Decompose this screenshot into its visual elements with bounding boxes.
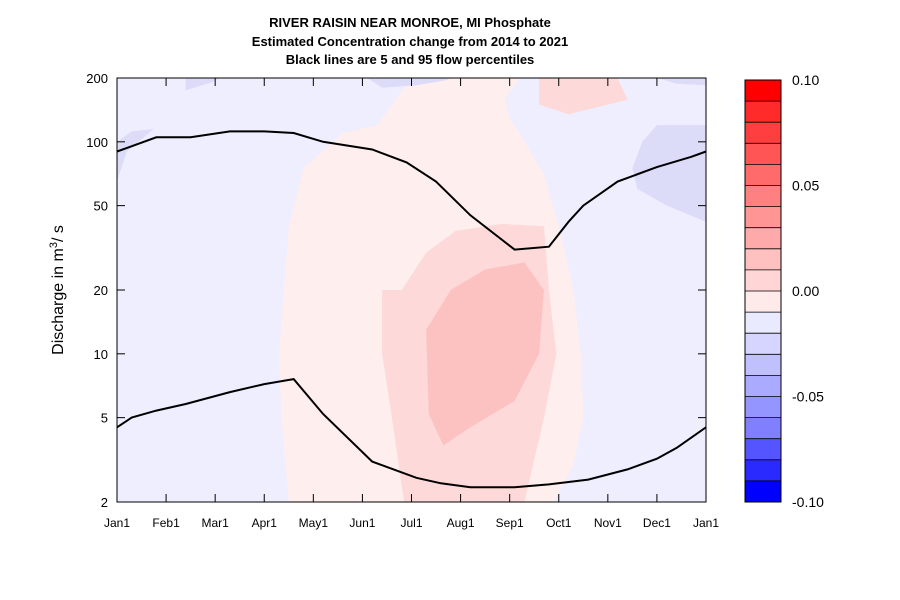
x-tick-label-10: Nov1 bbox=[594, 516, 622, 530]
colorbar-tick-label-2: 0.00 bbox=[792, 283, 819, 299]
x-tick-label-2: Mar1 bbox=[201, 516, 229, 530]
y-tick-label-10: 10 bbox=[94, 347, 108, 362]
contour-region-negative-right bbox=[632, 125, 706, 222]
colorbar-swatch-17 bbox=[745, 438, 781, 461]
contour-region-negative-left bbox=[117, 129, 154, 182]
colorbar-swatch-4 bbox=[745, 164, 781, 186]
colorbar-swatch-12 bbox=[745, 333, 781, 355]
colorbar: 0.10 0.05 0.00 -0.05 -0.10 bbox=[744, 72, 824, 510]
colorbar-swatch-11 bbox=[745, 312, 781, 334]
contour-fill-layer bbox=[117, 78, 706, 502]
colorbar-swatch-0 bbox=[745, 80, 781, 102]
colorbar-tick-label-4: -0.10 bbox=[792, 494, 824, 510]
colorbar-swatch-6 bbox=[745, 206, 781, 228]
x-tick-label-7: Aug1 bbox=[447, 516, 475, 530]
contour-region-negative-top-a bbox=[185, 78, 221, 91]
colorbar-swatch-3 bbox=[745, 143, 781, 165]
colorbar-swatch-5 bbox=[745, 185, 781, 207]
chart-title-line-1: RIVER RAISIN NEAR MONROE, MI Phosphate bbox=[269, 15, 551, 30]
colorbar-swatch-2 bbox=[745, 122, 781, 144]
chart-title-line-2: Estimated Concentration change from 2014… bbox=[252, 34, 568, 49]
x-tick-label-1: Feb1 bbox=[152, 516, 180, 530]
x-tick-label-6: Jul1 bbox=[400, 516, 422, 530]
y-tick-label-2: 2 bbox=[101, 495, 108, 510]
y-axis-title-superscript: 3 bbox=[48, 242, 60, 248]
contour-region-positive-top-0.01-0.02 bbox=[539, 78, 628, 115]
x-tick-label-5: Jun1 bbox=[349, 516, 375, 530]
colorbar-swatch-19 bbox=[745, 480, 781, 503]
y-axis-title-suffix: / s bbox=[50, 225, 67, 242]
colorbar-frame bbox=[744, 79, 782, 503]
x-tick-label-11: Dec1 bbox=[643, 516, 671, 530]
colorbar-swatch-16 bbox=[745, 417, 781, 439]
y-tick-label-20: 20 bbox=[94, 283, 108, 298]
y-axis-title-prefix: Discharge in m bbox=[50, 248, 67, 355]
colorbar-swatch-15 bbox=[745, 396, 781, 418]
colorbar-swatch-9 bbox=[745, 269, 781, 292]
colorbar-swatch-8 bbox=[745, 248, 781, 271]
x-axis: Jan1 Feb1 Mar1 Apr1 May1 Jun1 Jul1 Aug1 Sep1 Oct1… bbox=[104, 78, 719, 530]
y-axis: 2 5 10 20 50 100 200 bbox=[86, 71, 706, 510]
flow-percentile-lines bbox=[117, 130, 706, 489]
y-tick-label-5: 5 bbox=[101, 411, 108, 426]
chart-title-line-3: Black lines are 5 and 95 flow percentile… bbox=[286, 52, 535, 67]
flow-percentile-line-2 bbox=[117, 130, 706, 251]
x-tick-label-0: Jan1 bbox=[104, 516, 130, 530]
x-tick-label-3: Apr1 bbox=[252, 516, 278, 530]
y-tick-label-200: 200 bbox=[86, 71, 108, 86]
contour-region-negative-top-b bbox=[367, 78, 451, 88]
contour-region-positive-0.02-0.03 bbox=[426, 262, 544, 446]
colorbar-swatch-7 bbox=[745, 227, 781, 250]
y-tick-label-50: 50 bbox=[94, 199, 108, 214]
colorbar-swatch-13 bbox=[745, 354, 781, 376]
colorbar-tick-label-0: 0.10 bbox=[792, 72, 819, 88]
colorbar-tick-label-3: -0.05 bbox=[792, 389, 824, 405]
colorbar-swatch-18 bbox=[745, 459, 781, 482]
colorbar-swatch-14 bbox=[745, 375, 781, 397]
contour-region-negative-top-c bbox=[656, 78, 706, 86]
colorbar-swatch-1 bbox=[745, 101, 781, 123]
colorbar-tick-label-1: 0.05 bbox=[792, 178, 819, 194]
y-tick-label-100: 100 bbox=[86, 135, 108, 150]
x-tick-label-8: Sep1 bbox=[496, 516, 524, 530]
x-tick-label-9: Oct1 bbox=[546, 516, 572, 530]
y-axis-title: Discharge in m3/ s bbox=[48, 225, 67, 355]
flow-percentile-line-1 bbox=[117, 378, 706, 489]
x-tick-label-4: May1 bbox=[299, 516, 329, 530]
x-tick-label-12: Jan1 bbox=[693, 516, 719, 530]
colorbar-swatch-10 bbox=[745, 291, 781, 313]
